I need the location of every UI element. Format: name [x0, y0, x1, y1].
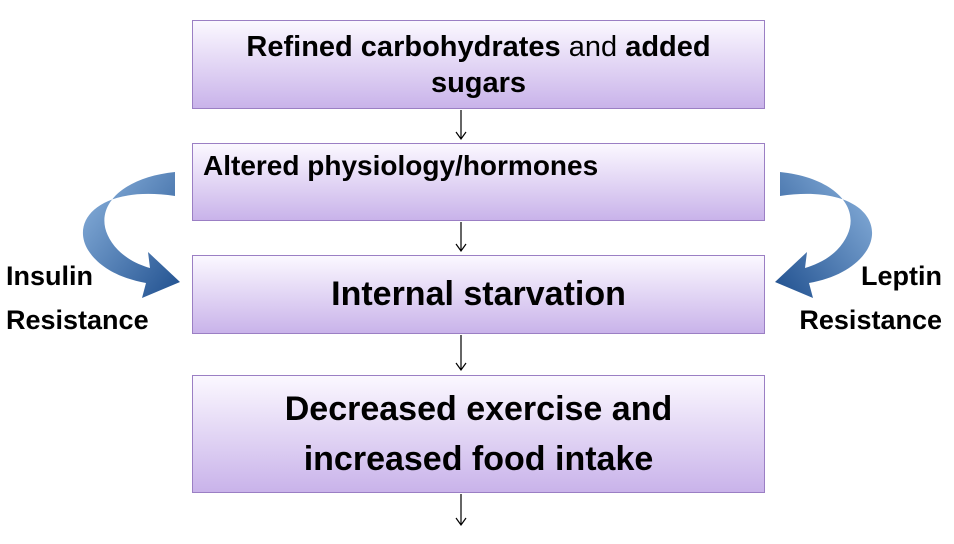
node: Internal starvation	[192, 255, 765, 334]
node-text: Altered physiology/hormones	[203, 150, 599, 181]
side-label: Leptin Resistance	[799, 254, 942, 342]
node-text: Internal starvation	[331, 275, 626, 313]
flow-arrows	[455, 110, 467, 527]
node-text: Refined carbohydrates	[246, 30, 561, 63]
side-label-line: Insulin	[6, 261, 93, 291]
node: Decreased exercise and increased food in…	[192, 375, 765, 493]
node-text: added	[625, 30, 711, 63]
side-label-line: Resistance	[6, 305, 149, 335]
node: Altered physiology/hormones	[192, 143, 765, 221]
side-label-line: Leptin	[861, 261, 942, 291]
node-text: Decreased exercise and	[284, 390, 673, 428]
node-text: and	[568, 30, 618, 63]
left-curved-arrow	[82, 172, 180, 298]
side-label: Insulin Resistance	[6, 254, 149, 342]
side-label-line: Resistance	[799, 305, 942, 335]
node: Refined carbohydrates and added sugars	[192, 20, 765, 109]
node-text: increased food intake	[303, 440, 654, 478]
right-curved-arrow	[775, 172, 873, 298]
node-text: sugars	[430, 66, 527, 99]
